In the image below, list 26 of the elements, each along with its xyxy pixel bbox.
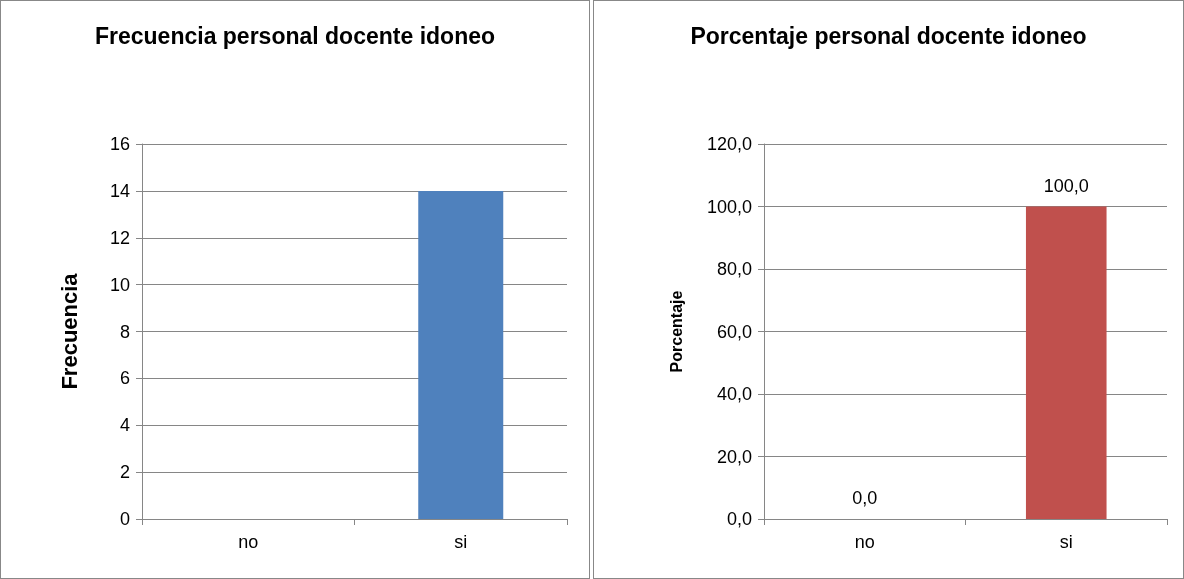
y-tick-label: 0 [119, 509, 130, 529]
chart-title: Porcentaje personal docente idoneo [690, 23, 1087, 49]
y-tick-label: 40,0 [716, 384, 752, 404]
y-tick-label: 80,0 [716, 259, 752, 279]
y-tick-label: 6 [119, 368, 130, 389]
y-tick-label: 60,0 [716, 321, 752, 342]
y-tick-label: 2 [119, 462, 130, 483]
y-tick-label: 100,0 [706, 196, 752, 217]
y-tick-label: 4 [119, 415, 130, 436]
y-tick-label: 10 [109, 274, 130, 295]
y-tick-label: 14 [109, 180, 130, 201]
y-tick-label: 20,0 [716, 446, 752, 467]
y-tick-label: 16 [109, 134, 130, 154]
x-tick-label: si [454, 532, 468, 552]
data-label: 0,0 [852, 488, 878, 508]
y-axis-title: Porcentaje [667, 290, 685, 373]
y-tick-label: 12 [109, 227, 130, 248]
x-tick-label: no [238, 532, 259, 552]
y-tick-label: 8 [119, 321, 130, 342]
x-tick-label: si [1059, 532, 1073, 552]
y-axis-title: Frecuencia [56, 272, 82, 390]
chart-title: Frecuencia personal docente idoneo [94, 23, 496, 49]
x-tick-label: no [854, 532, 875, 552]
y-tick-label: 0,0 [726, 509, 752, 529]
data-label: 100,0 [1043, 175, 1089, 196]
y-tick-label: 120,0 [706, 134, 752, 154]
